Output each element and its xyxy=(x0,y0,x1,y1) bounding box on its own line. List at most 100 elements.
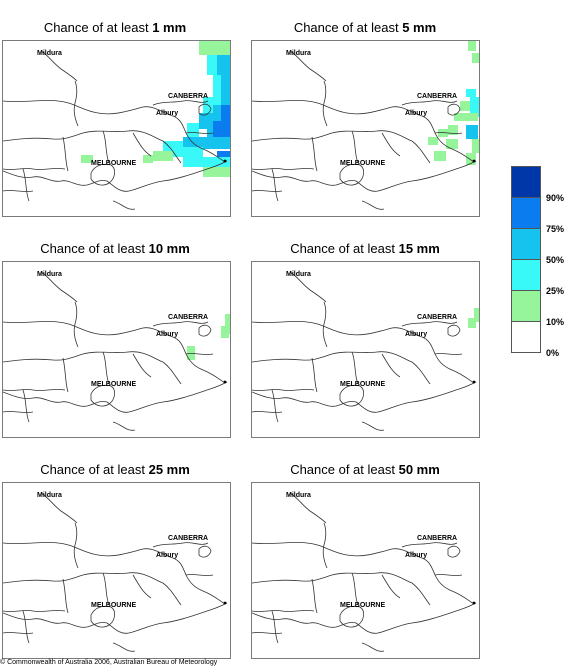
legend-swatch-90 xyxy=(511,166,541,197)
boundary-line xyxy=(361,200,385,210)
probability-cell xyxy=(472,53,479,63)
legend-label-75: 75% xyxy=(546,224,565,234)
probability-cell xyxy=(470,97,479,117)
boundary-line xyxy=(252,100,475,163)
boundary-line xyxy=(252,168,315,170)
boundary-line xyxy=(252,351,413,363)
boundary-line xyxy=(73,522,79,569)
boundary-line xyxy=(252,411,283,413)
probability-cell xyxy=(221,75,230,105)
boundary-line xyxy=(311,136,318,172)
map-15mm: Mildura CANBERRA Albury MELBOURNE xyxy=(251,261,480,438)
boundary-line xyxy=(411,582,431,606)
boundary-line xyxy=(361,642,385,652)
boundary-line xyxy=(22,168,30,202)
probability-cell xyxy=(203,97,213,121)
probability-cell xyxy=(183,157,230,167)
boundary-line xyxy=(3,168,66,170)
boundary-line xyxy=(351,130,359,164)
boundary-line xyxy=(252,130,413,142)
probability-cell xyxy=(438,129,448,137)
boundary-line xyxy=(447,103,461,116)
boundary-line xyxy=(401,321,458,327)
probability-cell xyxy=(207,129,213,141)
boundary-line xyxy=(322,80,328,127)
city-label-mildura: Mildura xyxy=(37,492,62,499)
probability-legend xyxy=(511,166,541,354)
boundary-line xyxy=(112,642,136,652)
boundary-line xyxy=(3,610,66,612)
city-label-melbourne: MELBOURNE xyxy=(340,381,385,388)
city-label-albury: Albury xyxy=(156,552,178,559)
boundary-line xyxy=(40,492,78,524)
boundary-line xyxy=(90,384,115,407)
boundary-line xyxy=(102,130,110,164)
map-5mm: Mildura CANBERRA Albury MELBOURNE xyxy=(251,40,480,217)
city-label-mildura: Mildura xyxy=(286,492,311,499)
probability-cell xyxy=(187,123,199,137)
boundary-line xyxy=(62,357,69,393)
legend-swatch-50 xyxy=(511,228,541,259)
boundary-line xyxy=(3,100,226,163)
boundary-line xyxy=(3,602,228,634)
boundary-line xyxy=(132,132,152,157)
boundary-line xyxy=(62,578,69,614)
probability-cell xyxy=(217,55,230,75)
boundary-line xyxy=(162,140,182,164)
boundary-line xyxy=(162,582,182,606)
map-25mm: Mildura CANBERRA Albury MELBOURNE xyxy=(2,482,231,659)
coast-point-marker xyxy=(472,380,476,384)
boundary-line xyxy=(252,542,475,605)
map-canvas: Mildura CANBERRA Albury MELBOURNE xyxy=(3,492,228,652)
map-50mm: Mildura CANBERRA Albury MELBOURNE xyxy=(251,482,480,659)
probability-cell xyxy=(207,55,217,75)
boundary-line xyxy=(152,100,209,106)
boundary-line xyxy=(434,132,463,134)
map-10mm: Mildura CANBERRA Albury MELBOURNE xyxy=(2,261,231,438)
probability-cell xyxy=(464,113,478,121)
panel-title-50mm: Chance of at least 50 mm xyxy=(290,462,440,477)
boundary-line xyxy=(271,389,279,423)
map-1mm: Mildura CANBERRA Albury MELBOURNE xyxy=(2,40,231,217)
copyright-footer: © Commonwealth of Australia 2006, Austra… xyxy=(0,659,218,666)
coast-point-marker xyxy=(223,380,227,384)
city-label-albury: Albury xyxy=(156,331,178,338)
boundary-line xyxy=(252,190,283,192)
boundary-line xyxy=(252,321,475,384)
boundary-line xyxy=(90,605,115,628)
boundary-line xyxy=(411,140,431,164)
map-canvas: Mildura CANBERRA Albury MELBOURNE xyxy=(252,271,479,431)
probability-cell xyxy=(213,75,221,105)
coast-point-marker xyxy=(472,159,476,163)
map-canvas: Mildura CANBERRA Albury MELBOURNE xyxy=(252,492,477,652)
city-label-melbourne: MELBOURNE xyxy=(91,160,136,167)
city-label-mildura: Mildura xyxy=(37,271,62,278)
boundary-line xyxy=(3,160,228,192)
probability-cell xyxy=(472,139,479,153)
boundary-line xyxy=(381,353,401,378)
boundary-line xyxy=(361,421,385,431)
probability-cell xyxy=(183,137,203,147)
boundary-line xyxy=(132,353,152,378)
city-label-canberra: CANBERRA xyxy=(417,93,457,100)
coast-point-marker xyxy=(472,601,476,605)
probability-cell xyxy=(225,314,230,334)
city-label-albury: Albury xyxy=(405,110,427,117)
boundary-line xyxy=(339,605,364,628)
boundary-line xyxy=(73,301,79,348)
boundary-line xyxy=(198,103,212,116)
probability-cell xyxy=(209,41,230,55)
city-label-canberra: CANBERRA xyxy=(168,314,208,321)
boundary-line xyxy=(62,136,69,172)
boundary-line xyxy=(311,357,318,393)
probability-cell xyxy=(466,125,478,139)
boundary-line xyxy=(3,130,164,142)
legend-label-0: 0% xyxy=(546,348,560,358)
boundary-line xyxy=(339,384,364,407)
boundary-line xyxy=(271,610,279,644)
boundary-line xyxy=(447,545,461,558)
panel-title-1mm: Chance of at least 1 mm xyxy=(43,20,187,35)
panel-title-25mm: Chance of at least 25 mm xyxy=(40,462,190,477)
boundary-line xyxy=(3,190,34,192)
boundary-line xyxy=(198,545,212,558)
